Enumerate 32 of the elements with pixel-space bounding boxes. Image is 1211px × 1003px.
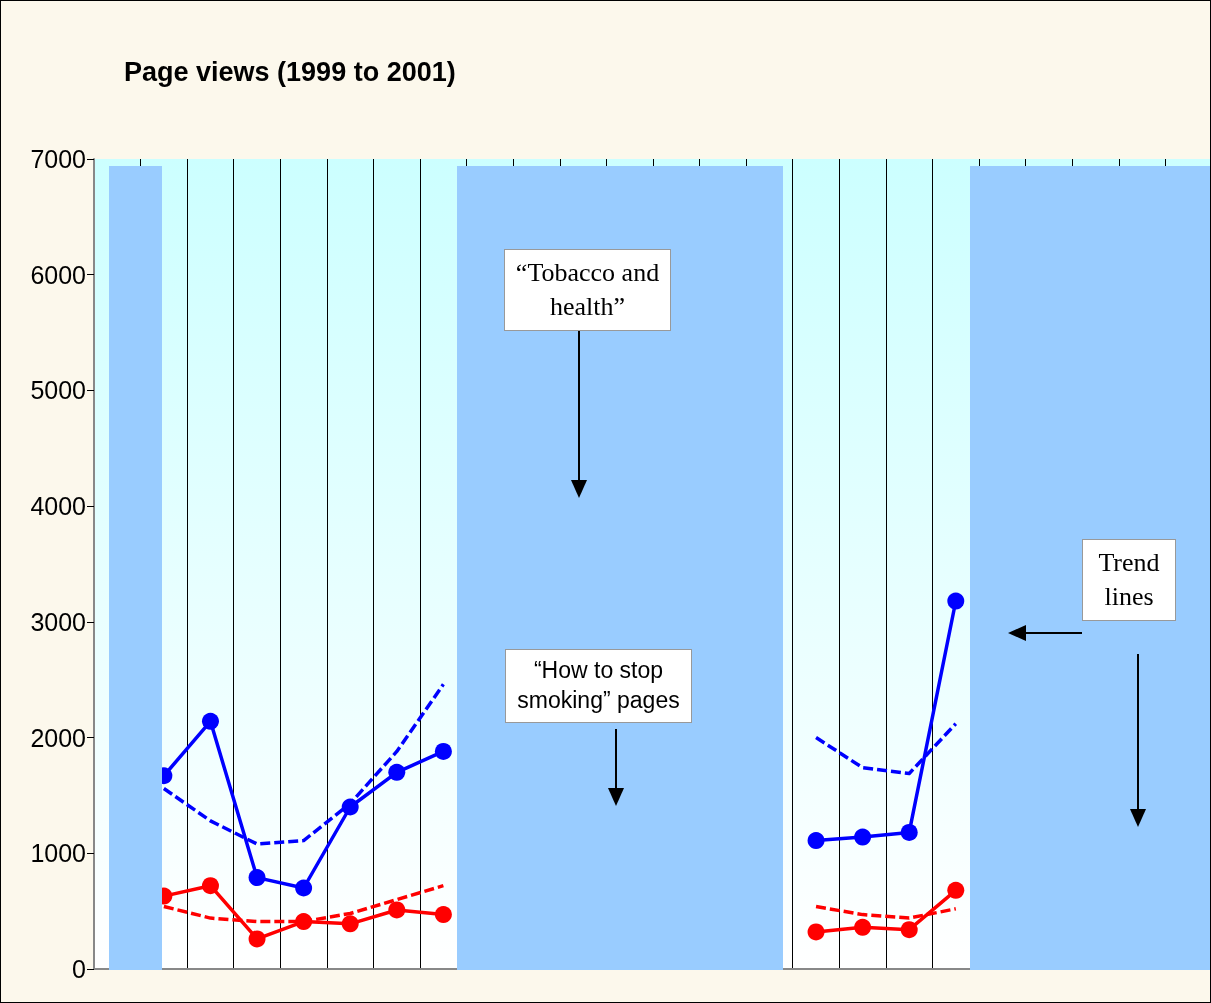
point — [295, 913, 313, 931]
y-tick-label: 0 — [72, 955, 86, 983]
point — [248, 869, 266, 887]
point — [341, 798, 359, 816]
point — [947, 881, 965, 899]
point — [341, 915, 359, 933]
point — [434, 906, 452, 924]
y-tick-label: 2000 — [30, 723, 86, 752]
point — [434, 742, 452, 760]
y-tick-label: 7000 — [30, 145, 86, 173]
annotation: Trend lines — [1082, 539, 1176, 621]
point — [854, 828, 872, 846]
point — [807, 923, 825, 941]
annotation: “How to stop smoking” pages — [505, 649, 692, 723]
y-tick-label: 4000 — [30, 492, 86, 521]
point — [388, 901, 406, 919]
chart-title: Page views (1999 to 2001) — [124, 56, 456, 87]
point — [947, 592, 965, 610]
y-tick-label: 3000 — [30, 607, 86, 636]
point — [900, 921, 918, 939]
point — [854, 918, 872, 936]
point — [248, 930, 266, 948]
point — [201, 877, 219, 895]
point — [807, 832, 825, 850]
y-tick-label: 5000 — [30, 376, 86, 405]
y-tick-label: 1000 — [30, 839, 86, 868]
point — [201, 712, 219, 730]
point — [388, 763, 406, 781]
annotation: “Tobacco and health” — [504, 249, 671, 331]
point — [900, 823, 918, 841]
point — [295, 879, 313, 897]
y-tick-label: 6000 — [30, 260, 86, 289]
